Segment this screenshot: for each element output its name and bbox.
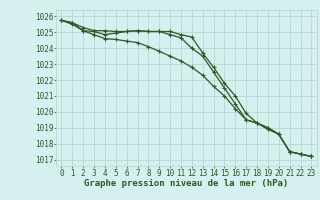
X-axis label: Graphe pression niveau de la mer (hPa): Graphe pression niveau de la mer (hPa) [84,179,289,188]
